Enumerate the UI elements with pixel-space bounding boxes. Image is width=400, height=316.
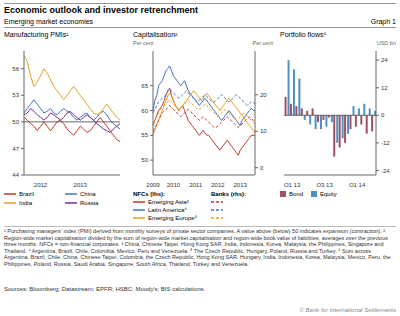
svg-text:2009: 2009 [146,182,160,187]
svg-text:0: 0 [260,165,264,171]
html-text:Per cent: Per cent [133,40,154,46]
svg-text:56: 56 [12,66,19,72]
html-text:Brazil: Brazil [19,191,34,197]
svg-text:60: 60 [141,108,148,114]
html-text:Manufacturing PMIs¹: Manufacturing PMIs¹ [4,31,69,38]
html-text:Portfolio flows⁶: Portfolio flows⁶ [280,31,327,38]
html-text:Bond: Bond [289,191,303,197]
svg-text:53: 53 [12,92,19,98]
html-text:¹ Purchasing managers' index (: ¹ Purchasing managers' index (PMI) deriv… [4,228,391,267]
svg-text:2013: 2013 [233,182,247,187]
svg-text:2012: 2012 [211,182,225,187]
svg-text:12: 12 [381,85,388,91]
svg-text:47: 47 [12,146,19,152]
svg-text:Q1 14: Q1 14 [349,182,366,187]
html-text:Sources: Bloomberg; Datastream: Sources: Bloomberg; Datastream; EPFR; HS… [4,286,206,292]
html-text:China: China [80,191,96,197]
html-text:Russia: Russia [80,200,99,206]
svg-text:2011: 2011 [189,182,203,187]
html-text:Emerging Asia³: Emerging Asia³ [148,199,189,205]
svg-text:50: 50 [141,157,148,163]
html-text:USD bn: USD bn [376,40,396,46]
svg-text:-24: -24 [381,168,390,174]
svg-text:-12: -12 [381,140,390,146]
svg-text:2013: 2013 [74,182,88,187]
svg-text:Q1 13: Q1 13 [284,182,301,187]
html-text:Emerging Europe⁵: Emerging Europe⁵ [148,215,198,221]
html-text:Graph 1: Graph 1 [370,18,396,25]
svg-text:10: 10 [260,128,267,134]
svg-text:24: 24 [381,57,388,63]
html-text:Latin America⁴: Latin America⁴ [148,207,187,213]
html-text:NFCs (lhs):: NFCs (lhs): [133,191,165,197]
svg-text:2010: 2010 [167,182,181,187]
html-text:Banks (rhs):: Banks (rhs): [211,191,246,197]
svg-text:2012: 2012 [34,182,48,187]
svg-text:0: 0 [381,112,385,118]
html-text:Per cent: Per cent [252,40,273,46]
svg-text:20: 20 [260,92,267,98]
svg-text:55: 55 [141,132,148,138]
html-text:Equity: Equity [320,191,337,197]
svg-text:Q3 13: Q3 13 [316,182,333,187]
svg-text:50: 50 [12,119,19,125]
html-text:© Bank for International Settl: © Bank for International Settlements [299,307,396,313]
svg-text:65: 65 [141,83,148,89]
svg-text:44: 44 [12,172,19,178]
html-text:Emerging market economies: Emerging market economies [4,18,94,25]
html-text:Economic outlook and investor: Economic outlook and investor retrenchme… [4,5,198,15]
html-text:Capitalisation²: Capitalisation² [133,31,178,38]
html-text:India: India [19,200,32,206]
